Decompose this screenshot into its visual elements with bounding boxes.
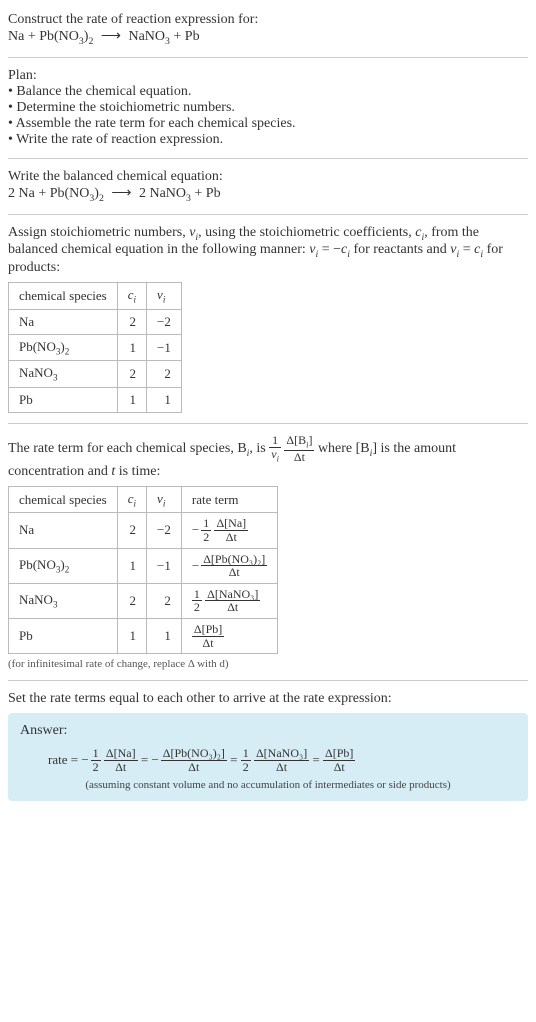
nu-cell: −1 [147,334,182,361]
fraction: 12 [192,588,202,614]
header-section: Construct the rate of reaction expressio… [8,6,528,53]
rate-cell: −Δ[Pb(NO₃)₂]Δt [181,548,277,583]
nu-cell: −1 [147,548,182,583]
species-cell: NaNO3 [9,361,118,388]
answer-label: Answer: [20,723,516,739]
unbalanced-equation: Na + Pb(NO3)2 ⟶ NaNO3 + Pb [8,28,528,47]
fraction: Δ[NaNO₃]Δt [254,747,309,773]
plan-item: Write the rate of reaction expression. [8,132,528,148]
species-cell: Pb(NO3)2 [9,334,118,361]
plan-title: Plan: [8,68,528,84]
rate-cell: Δ[Pb]Δt [181,618,277,653]
assumption-note: (assuming constant volume and no accumul… [20,779,516,791]
balanced-title: Write the balanced chemical equation: [8,169,528,185]
stoich-table-1: chemical species ci νi Na 2 −2 Pb(NO3)2 … [8,282,182,413]
balanced-equation: 2 Na + Pb(NO3)2 ⟶ 2 NaNO3 + Pb [8,185,528,204]
c-cell: 1 [117,618,146,653]
table-row: Na 2 −2 −12 Δ[Na]Δt [9,513,278,548]
table-row: Pb 1 1 Δ[Pb]Δt [9,618,278,653]
fraction: 12 [91,747,101,773]
nu-cell: −2 [147,513,182,548]
table-row: Na 2 −2 [9,309,182,334]
c-cell: 1 [117,548,146,583]
fraction: Δ[Pb]Δt [192,623,224,649]
fraction: Δ[Bi]Δt [284,434,314,464]
table-row: Pb 1 1 [9,387,182,412]
col-nu: νi [147,283,182,310]
fraction: Δ[Pb(NO₃)₂]Δt [161,747,227,773]
rate-cell: 12 Δ[NaNO₃]Δt [181,583,277,618]
fraction: Δ[Pb(NO₃)₂]Δt [201,553,267,579]
plan-section: Plan: Balance the chemical equation. Det… [8,62,528,154]
species-cell: Na [9,513,118,548]
col-species: chemical species [9,486,118,513]
nu-cell: 2 [147,361,182,388]
divider [8,423,528,424]
divider [8,680,528,681]
fraction: Δ[NaNO₃]Δt [205,588,260,614]
stoich-table-2: chemical species ci νi rate term Na 2 −2… [8,486,278,654]
table-row: NaNO3 2 2 12 Δ[NaNO₃]Δt [9,583,278,618]
species-cell: Pb [9,618,118,653]
prompt-text: Construct the rate of reaction expressio… [8,12,528,28]
col-nu: νi [147,486,182,513]
species-cell: Pb(NO3)2 [9,548,118,583]
divider [8,158,528,159]
fraction: Δ[Na]Δt [214,517,248,543]
c-cell: 2 [117,513,146,548]
col-rate: rate term [181,486,277,513]
species-cell: Pb [9,387,118,412]
c-cell: 2 [117,309,146,334]
table-row: Pb(NO3)2 1 −1 [9,334,182,361]
c-cell: 2 [117,361,146,388]
species-cell: NaNO3 [9,583,118,618]
fraction: 1νi [269,434,281,464]
plan-item: Assemble the rate term for each chemical… [8,116,528,132]
plan-item: Balance the chemical equation. [8,84,528,100]
rateintro-section: The rate term for each chemical species,… [8,428,528,676]
reaction-arrow-icon: ⟶ [107,185,135,202]
fraction: Δ[Pb]Δt [323,747,355,773]
table-note: (for infinitesimal rate of change, repla… [8,658,528,670]
divider [8,57,528,58]
fraction: 12 [241,747,251,773]
c-cell: 1 [117,334,146,361]
table-row: NaNO3 2 2 [9,361,182,388]
final-section: Set the rate terms equal to each other t… [8,685,528,807]
table-row: Pb(NO3)2 1 −1 −Δ[Pb(NO₃)₂]Δt [9,548,278,583]
divider [8,214,528,215]
fraction: Δ[Na]Δt [104,747,138,773]
rate-expression: rate = −12 Δ[Na]Δt = −Δ[Pb(NO₃)₂]Δt = 12… [20,747,516,773]
reaction-arrow-icon: ⟶ [97,28,125,45]
col-species: chemical species [9,283,118,310]
col-c: ci [117,283,146,310]
balanced-section: Write the balanced chemical equation: 2 … [8,163,528,210]
final-title: Set the rate terms equal to each other t… [8,691,528,707]
rate-cell: −12 Δ[Na]Δt [181,513,277,548]
nu-cell: 1 [147,387,182,412]
c-cell: 2 [117,583,146,618]
col-c: ci [117,486,146,513]
c-cell: 1 [117,387,146,412]
assign-section: Assign stoichiometric numbers, νi, using… [8,219,528,419]
table-header-row: chemical species ci νi [9,283,182,310]
nu-cell: 2 [147,583,182,618]
plan-list: Balance the chemical equation. Determine… [8,84,528,148]
plan-item: Determine the stoichiometric numbers. [8,100,528,116]
table-header-row: chemical species ci νi rate term [9,486,278,513]
nu-cell: 1 [147,618,182,653]
fraction: 12 [201,517,211,543]
answer-box: Answer: rate = −12 Δ[Na]Δt = −Δ[Pb(NO₃)₂… [8,713,528,801]
species-cell: Na [9,309,118,334]
nu-cell: −2 [147,309,182,334]
